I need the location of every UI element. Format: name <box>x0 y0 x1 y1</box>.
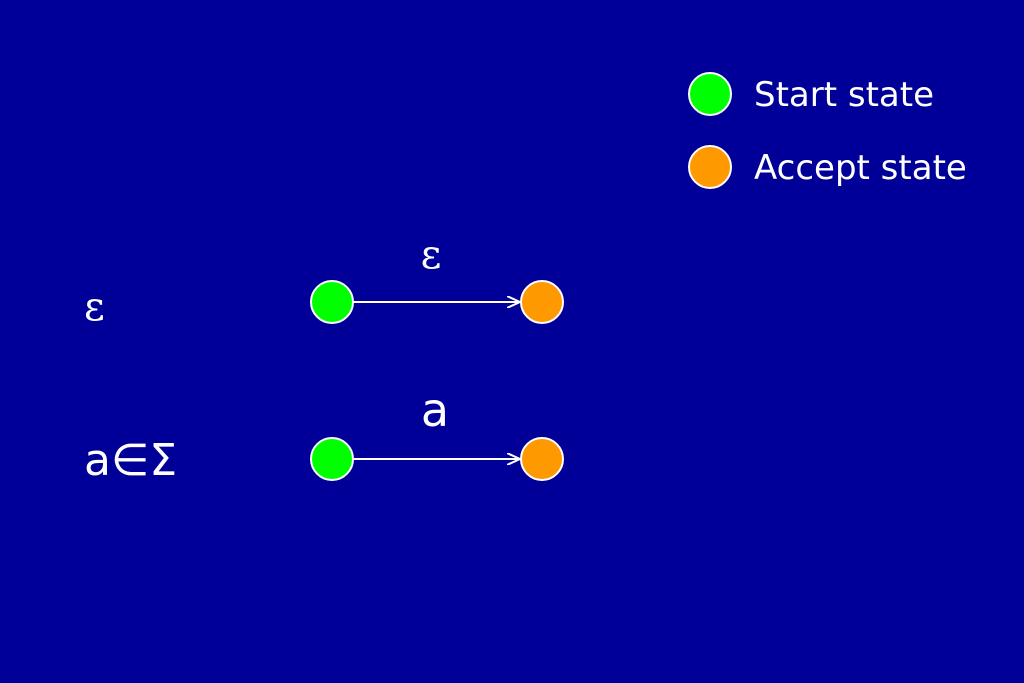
legend-start-state-icon <box>688 72 732 116</box>
epsilon-case-label: ε <box>84 284 105 330</box>
symbol-case-label: a∈Σ <box>84 435 178 486</box>
legend-accept-label: Accept state <box>754 148 967 188</box>
symbol-transition-label: a <box>420 383 450 437</box>
symbol-start-state <box>310 437 354 481</box>
symbol-accept-state <box>520 437 564 481</box>
epsilon-transition-label: ε <box>420 232 442 278</box>
epsilon-start-state <box>310 280 354 324</box>
legend-start-label: Start state <box>754 75 934 115</box>
legend-accept-state-icon <box>688 145 732 189</box>
epsilon-accept-state <box>520 280 564 324</box>
